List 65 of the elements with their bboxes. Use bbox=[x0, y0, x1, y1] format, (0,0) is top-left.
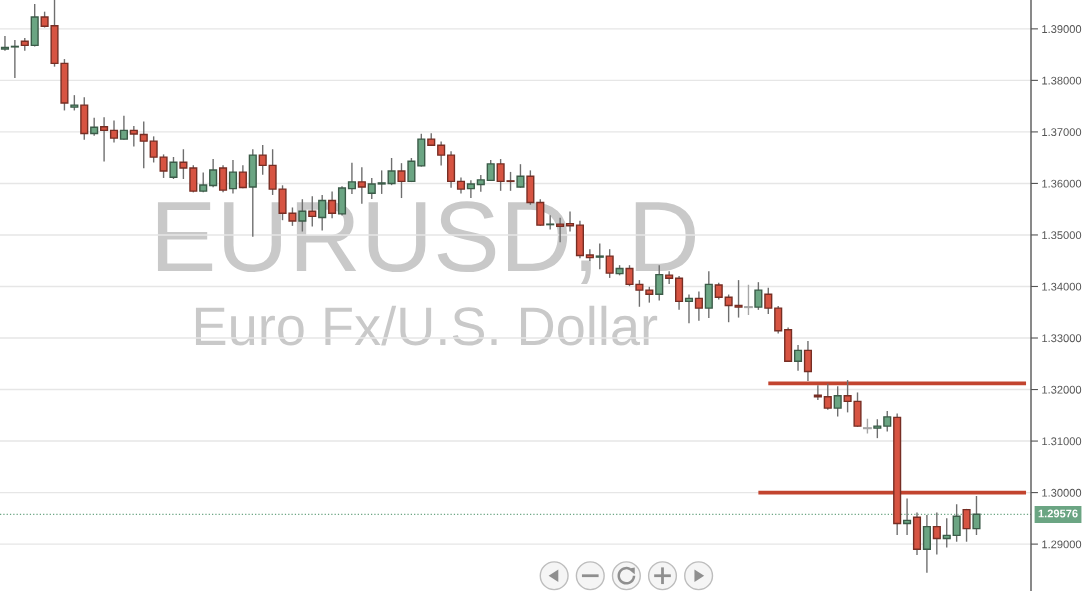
candlestick bbox=[694, 291, 703, 321]
y-tick-label: 1.36000 bbox=[1042, 179, 1082, 188]
candlestick bbox=[0, 35, 10, 51]
y-tick-label: 1.30000 bbox=[1042, 488, 1082, 497]
candlestick bbox=[437, 141, 446, 166]
candlestick bbox=[90, 117, 99, 136]
candlestick bbox=[922, 515, 931, 573]
candlestick bbox=[665, 271, 674, 285]
y-tick-label: 1.35000 bbox=[1042, 231, 1082, 240]
ref-line-label: 1.29576 bbox=[1038, 509, 1078, 518]
candlestick bbox=[169, 156, 178, 179]
y-tick-label: 1.31000 bbox=[1042, 437, 1082, 446]
candlestick bbox=[100, 117, 109, 162]
y-tick-label: 1.34000 bbox=[1042, 282, 1082, 291]
candlestick bbox=[377, 170, 386, 194]
candlestick bbox=[189, 165, 198, 193]
candlestick bbox=[129, 126, 138, 147]
candlestick bbox=[218, 165, 228, 193]
candlestick bbox=[754, 282, 763, 310]
y-tick-label: 1.38000 bbox=[1042, 76, 1082, 85]
candlestick bbox=[238, 165, 247, 189]
candlestick bbox=[684, 294, 694, 324]
candlestick bbox=[744, 284, 753, 316]
candlestick bbox=[10, 40, 19, 78]
candlestick bbox=[486, 160, 495, 182]
y-tick-label: 1.29000 bbox=[1042, 540, 1082, 549]
candlestick bbox=[228, 160, 238, 194]
candlestick bbox=[823, 383, 832, 410]
candlestick bbox=[199, 172, 208, 193]
candlestick bbox=[556, 217, 565, 243]
candlestick bbox=[159, 154, 168, 178]
candlestick bbox=[516, 164, 525, 188]
candlestick bbox=[258, 145, 267, 175]
y-tick-label: 1.33000 bbox=[1042, 334, 1082, 343]
candlestick bbox=[407, 158, 416, 183]
candlestick bbox=[536, 199, 545, 226]
candlestick bbox=[565, 211, 575, 232]
candlestick bbox=[764, 287, 773, 314]
candlestick bbox=[605, 249, 614, 278]
candlestick bbox=[397, 163, 406, 199]
y-tick-label: 1.37000 bbox=[1042, 128, 1082, 137]
candlestick bbox=[209, 159, 218, 188]
y-tick-label: 1.39000 bbox=[1042, 25, 1082, 33]
candlestick bbox=[179, 149, 188, 179]
candlestick bbox=[793, 345, 803, 371]
candlestick bbox=[675, 275, 684, 310]
candlestick bbox=[466, 180, 475, 199]
candlestick bbox=[932, 512, 941, 555]
candlestick bbox=[803, 340, 813, 381]
candlestick bbox=[298, 199, 307, 232]
y-tick-label: 1.32000 bbox=[1042, 385, 1082, 394]
candlestick bbox=[595, 243, 604, 270]
candlestick bbox=[883, 410, 892, 432]
candlestick bbox=[962, 508, 971, 542]
candlestick bbox=[774, 305, 783, 334]
candlestick bbox=[942, 518, 951, 548]
candlestick bbox=[109, 120, 119, 143]
candlestick bbox=[367, 178, 376, 200]
candlestick bbox=[347, 162, 356, 194]
candlestick bbox=[119, 115, 128, 140]
candlestick bbox=[139, 121, 148, 169]
candlestick bbox=[149, 136, 158, 163]
candlestick bbox=[704, 271, 713, 319]
candlestick bbox=[833, 386, 842, 417]
candlestick bbox=[387, 158, 396, 186]
